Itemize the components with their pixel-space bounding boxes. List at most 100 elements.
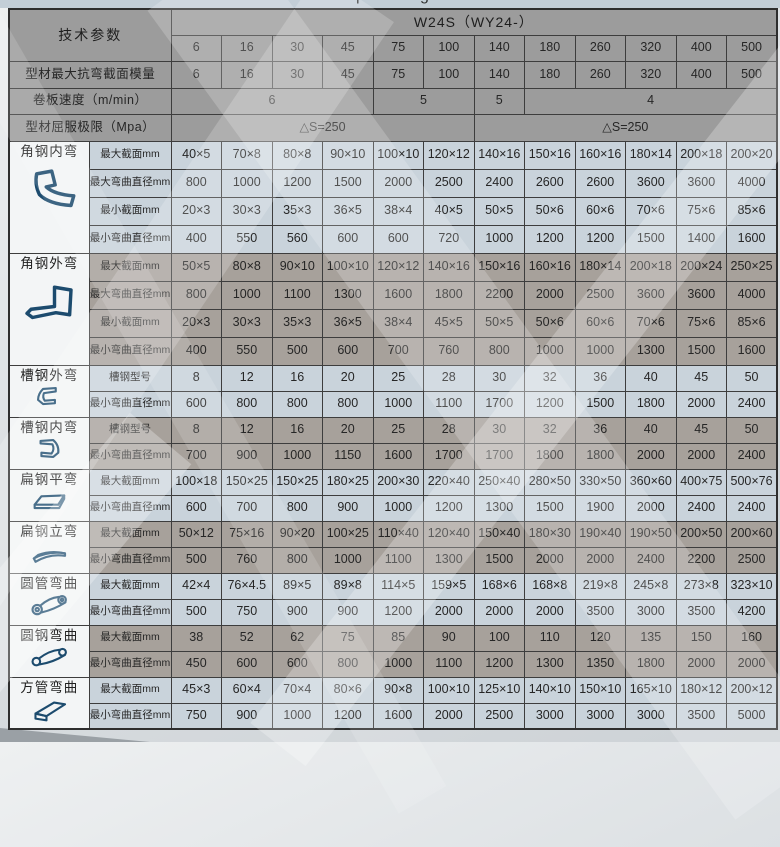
section-value-cell: 80×8 xyxy=(271,140,323,170)
section-value-cell: 250×25 xyxy=(726,252,778,282)
section-value-cell: 1300 xyxy=(524,650,576,678)
section-value-cell: 36×5 xyxy=(322,196,374,226)
section-value-cell: 45×3 xyxy=(170,676,222,704)
section-value-cell: 60×4 xyxy=(221,676,273,704)
section-value-cell: 219×8 xyxy=(574,572,626,600)
section-value-cell: 4000 xyxy=(726,168,778,198)
section-value-cell: 140×16 xyxy=(473,140,525,170)
section-value-cell: 400 xyxy=(170,224,222,254)
section-value-cell: 1000 xyxy=(524,336,576,366)
section-value-cell: 38×4 xyxy=(372,308,424,338)
section-value-cell: 70×8 xyxy=(221,140,273,170)
row-label-cell: 最小截面mm xyxy=(88,308,172,338)
section-value-cell: 600 xyxy=(322,336,374,366)
row-label-cell: 最大截面mm xyxy=(88,468,172,496)
section-value-cell: 36 xyxy=(574,364,626,392)
channel-outer-bend-icon xyxy=(10,383,88,410)
section-value-cell: 2000 xyxy=(524,598,576,626)
section-title: 扁钢立弯 xyxy=(20,523,79,539)
section-value-cell: 1000 xyxy=(372,390,424,418)
capacity-header-cell: 500 xyxy=(726,34,778,62)
section-value-cell: 2000 xyxy=(372,168,424,198)
section-value-cell: 600 xyxy=(170,494,222,522)
section-value-cell: 150×25 xyxy=(271,468,323,496)
cropped-text-strip: p g xyxy=(0,0,780,8)
section-value-cell: 1000 xyxy=(574,336,626,366)
section-value-cell: 160×16 xyxy=(574,140,626,170)
section-value-cell: 1100 xyxy=(271,280,323,310)
section-value-cell: 30×3 xyxy=(221,196,273,226)
section-value-cell: 3500 xyxy=(675,702,727,730)
channel-inner-bend-icon xyxy=(10,435,88,462)
section-header-cell: 圆钢弯曲 xyxy=(8,624,90,678)
section-value-cell: 150×25 xyxy=(221,468,273,496)
section-value-cell: 200×30 xyxy=(372,468,424,496)
section-value-cell: 900 xyxy=(322,598,374,626)
section-value-cell: 180×12 xyxy=(675,676,727,704)
section-value-cell: 70×6 xyxy=(625,308,677,338)
section-value-cell: 38×4 xyxy=(372,196,424,226)
angle-inner-bend-icon xyxy=(10,159,88,219)
section-value-cell: 12 xyxy=(221,364,273,392)
section-value-cell: 50×6 xyxy=(524,196,576,226)
section-value-cell: 200×18 xyxy=(675,140,727,170)
section-value-cell: 3600 xyxy=(675,280,727,310)
angle-outer-bend-icon xyxy=(10,271,88,331)
section-value-cell: 50×5 xyxy=(170,252,222,282)
section-value-cell: 800 xyxy=(473,336,525,366)
section-value-cell: 1700 xyxy=(473,442,525,470)
section-value-cell: 90×20 xyxy=(271,520,323,548)
section-value-cell: 2500 xyxy=(423,168,475,198)
section-header-cell: 圆管弯曲 xyxy=(8,572,90,626)
section-value-cell: 1700 xyxy=(423,442,475,470)
section-value-cell: 500 xyxy=(170,598,222,626)
row-label-cell: 最小弯曲直径mm xyxy=(88,442,172,470)
section-value-cell: 600 xyxy=(372,224,424,254)
section-value-cell: 1000 xyxy=(221,168,273,198)
section-value-cell: 200×20 xyxy=(726,140,778,170)
section-value-cell: 220×40 xyxy=(423,468,475,496)
section-value-cell: 1000 xyxy=(473,224,525,254)
section-value-cell: 200×60 xyxy=(726,520,778,548)
capacity-header-cell: 140 xyxy=(473,34,525,62)
section-value-cell: 150×16 xyxy=(524,140,576,170)
section-value-cell: 1200 xyxy=(423,494,475,522)
section-value-cell: 190×50 xyxy=(625,520,677,548)
section-value-cell: 800 xyxy=(271,494,323,522)
section-value-cell: 60×6 xyxy=(574,196,626,226)
capacity-header-cell: 260 xyxy=(574,34,626,62)
section-value-cell: 30×3 xyxy=(221,308,273,338)
section-value-cell: 60×6 xyxy=(574,308,626,338)
section-value-cell: 1700 xyxy=(473,390,525,418)
section-value-cell: 3600 xyxy=(625,280,677,310)
section-value-cell: 50×6 xyxy=(524,308,576,338)
section-value-cell: 20 xyxy=(322,416,374,444)
section-value-cell: 70×4 xyxy=(271,676,323,704)
section-header-cell: 扁钢平弯 xyxy=(8,468,90,522)
round-tube-bend-icon xyxy=(10,591,88,618)
section-value-cell: 3600 xyxy=(675,168,727,198)
section-value-cell: 3000 xyxy=(574,702,626,730)
row-label-cell: 最大截面mm xyxy=(88,252,172,282)
section-value-cell: 1200 xyxy=(271,168,323,198)
section-value-cell: 1350 xyxy=(574,650,626,678)
section-value-cell: 2600 xyxy=(524,168,576,198)
section-value-cell: 900 xyxy=(221,702,273,730)
section-value-cell: 32 xyxy=(524,416,576,444)
section-value-cell: 1500 xyxy=(625,224,677,254)
section-value-cell: 1500 xyxy=(675,336,727,366)
section-value-cell: 16 xyxy=(271,416,323,444)
section-value-cell: 2000 xyxy=(675,442,727,470)
section-value-cell: 1800 xyxy=(625,390,677,418)
row-label-cell: 最大截面mm xyxy=(88,624,172,652)
capacity-header-cell: 30 xyxy=(271,34,323,62)
section-value-cell: 50 xyxy=(726,364,778,392)
section-value-cell: 1200 xyxy=(322,702,374,730)
row-label-cell: 最大弯曲直径mm xyxy=(88,168,172,198)
section-value-cell: 4200 xyxy=(726,598,778,626)
section-value-cell: 45 xyxy=(675,416,727,444)
capacity-header-cell: 75 xyxy=(372,34,424,62)
param-value-cell: △S=250 xyxy=(473,113,778,142)
round-bar-bend-icon xyxy=(10,643,88,670)
section-value-cell: 760 xyxy=(221,546,273,574)
